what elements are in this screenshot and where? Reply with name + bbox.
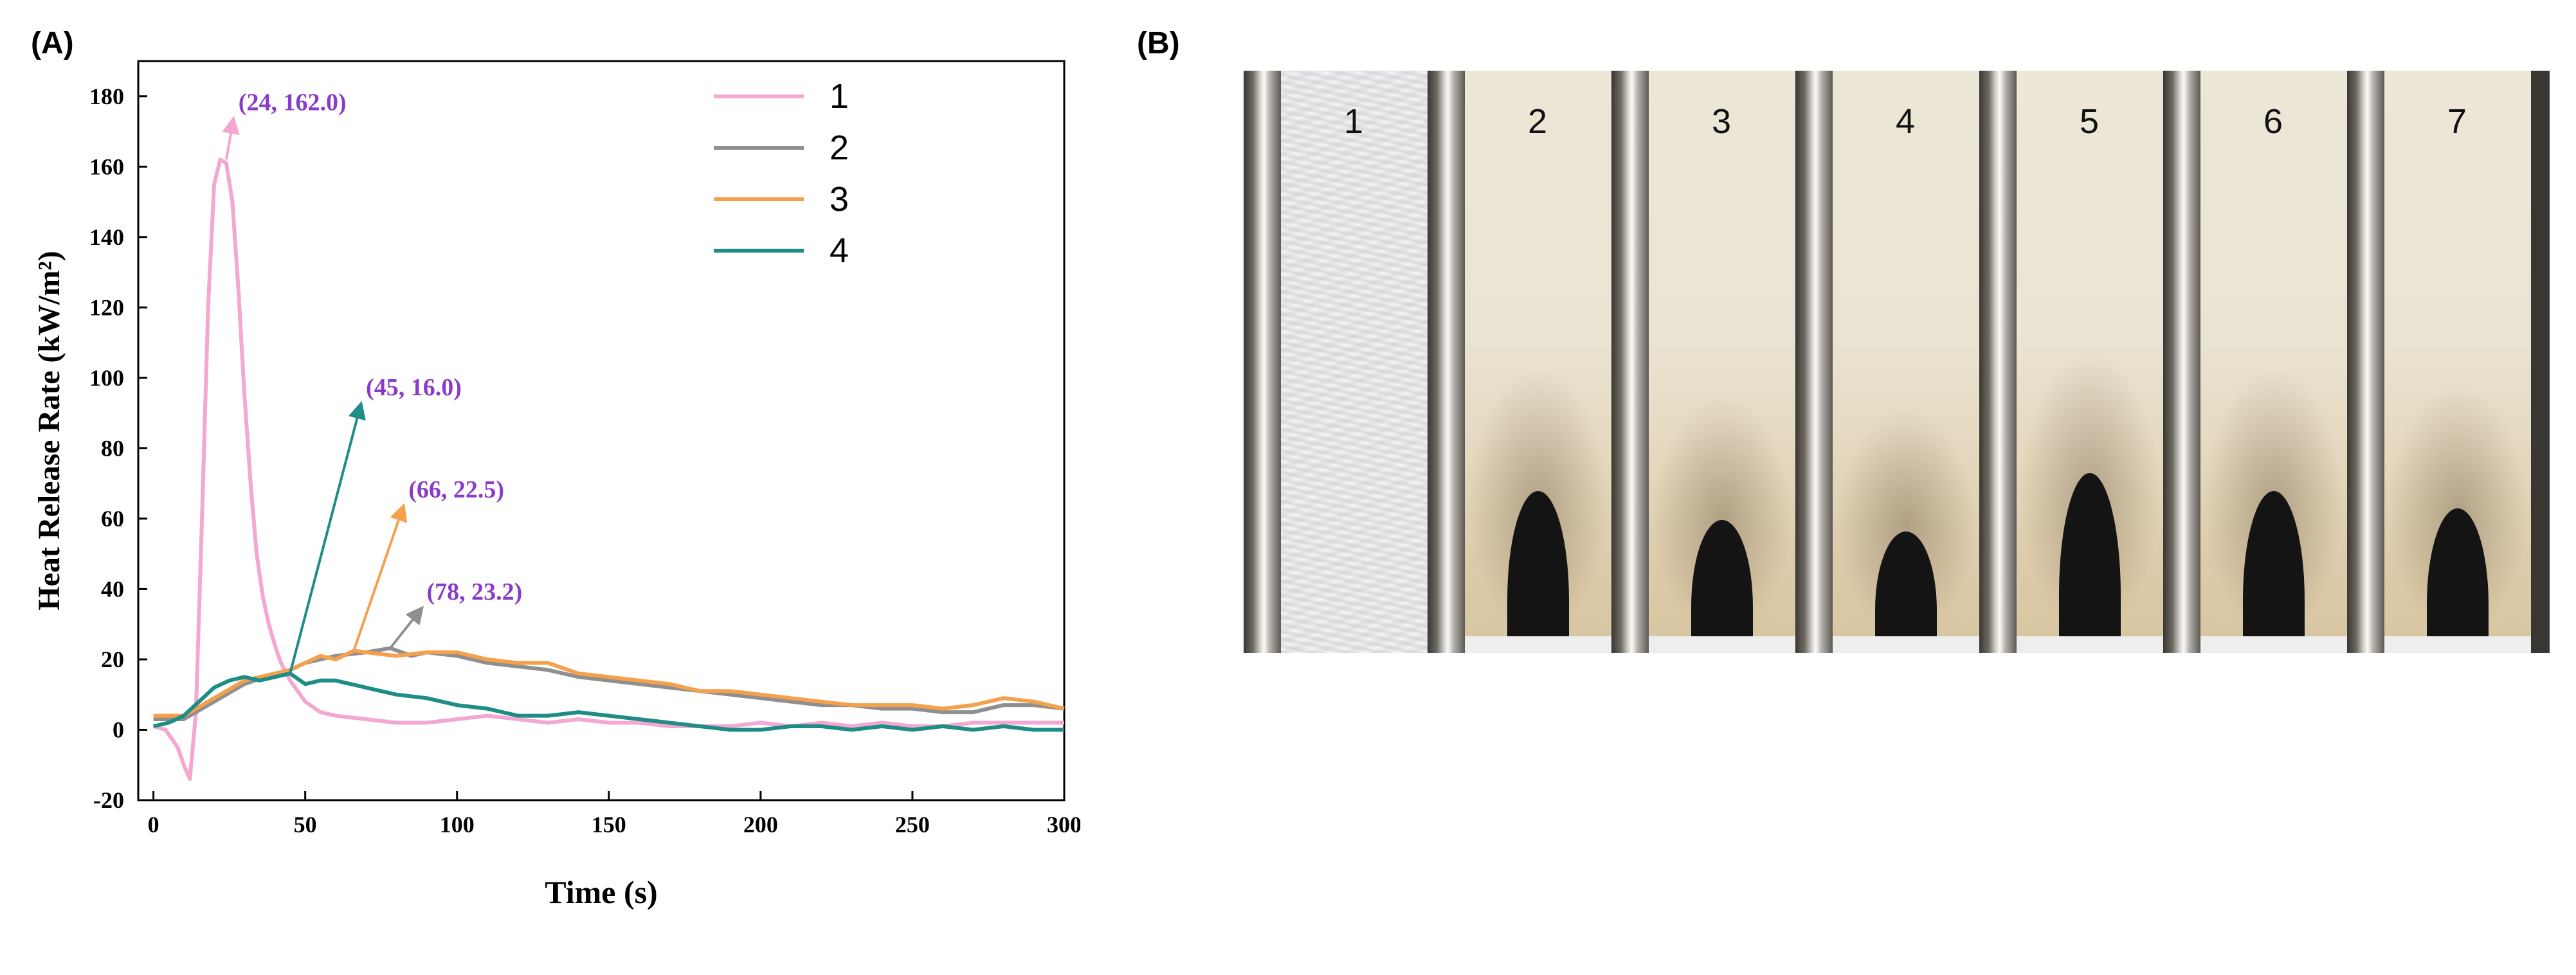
x-tick-label: 50 xyxy=(294,812,317,837)
annotation-label: (78, 23.2) xyxy=(427,578,523,605)
sample-base xyxy=(2384,636,2531,653)
x-tick-label: 250 xyxy=(895,812,930,837)
sample-holder-frame xyxy=(1611,71,1649,653)
y-tick-label: 120 xyxy=(89,294,124,320)
x-axis-ticks: 0 50 100 150 200 250 300 xyxy=(148,791,1080,837)
sample-number-label: 3 xyxy=(1712,102,1732,141)
y-tick-label: 0 xyxy=(113,717,124,742)
panel-b-label: (B) xyxy=(1137,26,1180,60)
sample-number-label: 5 xyxy=(2080,102,2100,141)
y-tick-label: 80 xyxy=(101,435,124,461)
sample-number-label: 2 xyxy=(1528,102,1548,141)
x-tick-label: 100 xyxy=(440,812,475,837)
annotation-arrow xyxy=(389,605,424,649)
heat-release-chart: -20 0 20 40 60 80 100 120 140 160 180 0 50 100 150 200… xyxy=(32,60,1080,910)
plot-frame xyxy=(137,60,1066,801)
y-tick-label: 140 xyxy=(89,224,124,250)
y-tick-label: 60 xyxy=(101,506,124,532)
sample-holder-frame xyxy=(1979,71,2017,653)
sample-holder-frame xyxy=(2347,71,2384,653)
annotation-arrow xyxy=(222,116,240,160)
sample-holder-frame xyxy=(1244,71,1281,653)
x-tick-label: 0 xyxy=(148,812,159,837)
annotation-label: (66, 22.5) xyxy=(408,476,504,503)
series-line-1 xyxy=(152,157,1064,782)
sample-number-label: 6 xyxy=(2263,102,2283,141)
annotation-label: (45, 16.0) xyxy=(366,374,462,401)
y-tick-label: 20 xyxy=(101,647,124,672)
y-tick-label: -20 xyxy=(93,787,124,813)
legend-label-1: 1 xyxy=(830,77,849,116)
x-tick-label: 300 xyxy=(1047,812,1080,837)
sample-holder-frame xyxy=(1428,71,1465,653)
legend-label-3: 3 xyxy=(830,180,849,219)
x-tick-label: 150 xyxy=(592,812,626,837)
y-axis-ticks: -20 0 20 40 60 80 100 120 140 160 180 xyxy=(89,84,147,813)
annotation-label: (24, 162.0) xyxy=(239,89,347,116)
annotations: (24, 162.0) (45, 16.0) (66, 22.5) (78, 23.2… xyxy=(222,89,523,674)
sample-holder-frame xyxy=(1795,71,1833,653)
legend-label-4: 4 xyxy=(830,231,849,270)
x-axis-label: Time (s) xyxy=(545,874,657,910)
y-tick-label: 160 xyxy=(89,154,124,179)
sample-base xyxy=(2017,636,2163,653)
series-lines xyxy=(152,157,1065,782)
sample-number-label: 1 xyxy=(1344,102,1364,141)
legend: 1 2 3 4 xyxy=(714,77,849,270)
sample-base xyxy=(1649,636,1795,653)
annotation-arrow xyxy=(289,400,366,674)
series-line-4 xyxy=(152,671,1064,732)
y-tick-label: 100 xyxy=(89,365,124,391)
x-tick-label: 200 xyxy=(743,812,778,837)
sample-base xyxy=(2200,636,2347,653)
sample-strip-1 xyxy=(1281,71,1428,653)
annotation-arrow xyxy=(352,503,408,651)
y-axis-label: Heat Release Rate (kW/m²) xyxy=(32,251,66,611)
sample-number-label: 7 xyxy=(2447,102,2467,141)
legend-label-2: 2 xyxy=(830,129,849,167)
y-tick-label: 40 xyxy=(101,576,124,602)
sample-base xyxy=(1833,636,1979,653)
sample-holder-frame xyxy=(2163,71,2200,653)
sample-number-label: 4 xyxy=(1896,102,1916,141)
series-line-3 xyxy=(153,649,1065,718)
panel-a-label: (A) xyxy=(31,26,74,60)
sample-base xyxy=(1465,636,1611,653)
y-tick-label: 180 xyxy=(89,84,124,109)
burned-samples-photo: 1 2 3 4 5 6 7 xyxy=(1244,71,2550,653)
